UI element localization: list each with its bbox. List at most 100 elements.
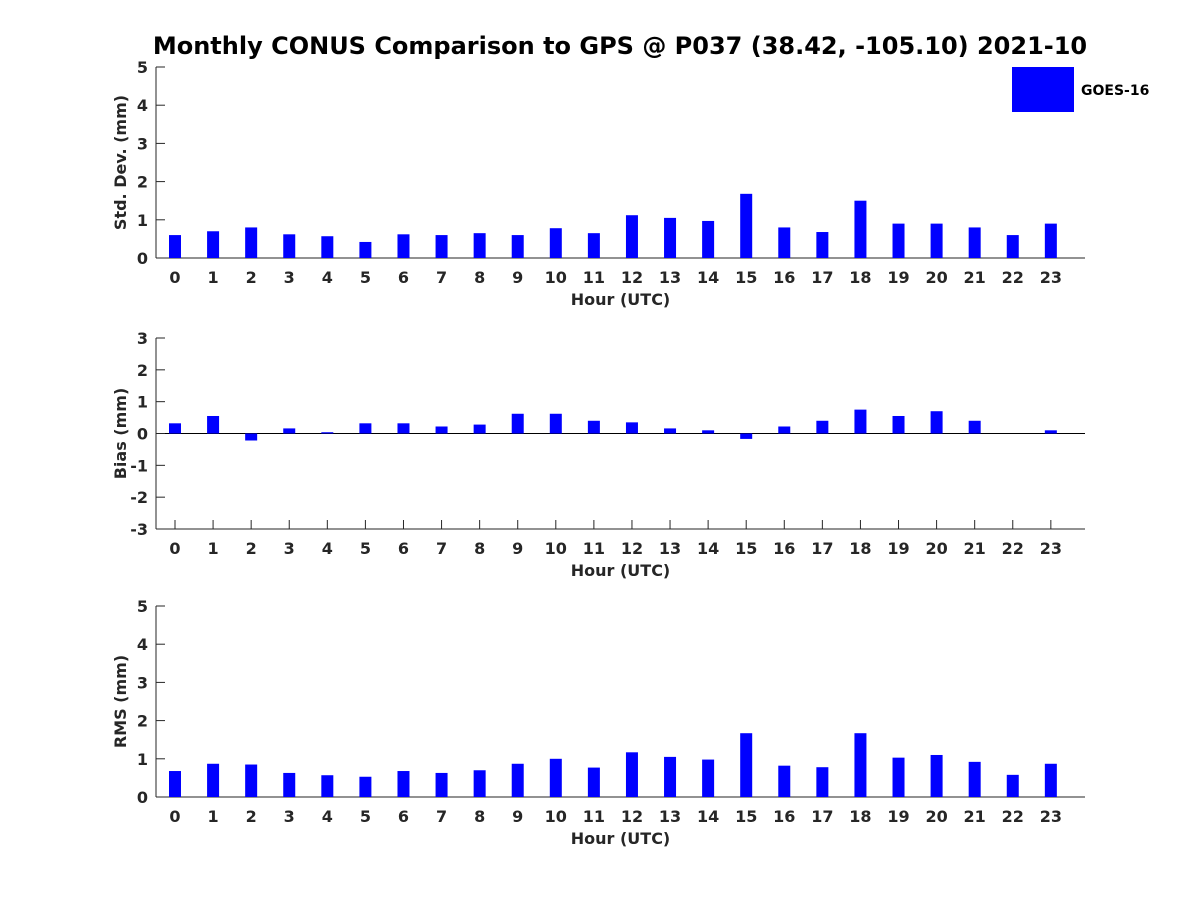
x-tick-label: 16 [773,807,795,826]
x-tick-label: 13 [659,539,681,558]
y-tick-label: 3 [137,329,148,348]
x-tick-label: 1 [208,539,219,558]
bar-hour-15 [740,433,753,439]
x-tick-label: 12 [621,268,643,287]
x-tick-label: 12 [621,539,643,558]
bar-hour-14 [702,430,715,434]
bar-hour-17 [816,420,829,434]
y-tick-label: 4 [137,635,148,654]
bar-hour-12 [625,422,638,434]
legend-label-goes-16: GOES-16 [1081,83,1149,99]
x-tick-label: 7 [436,268,447,287]
y-tick-label: 0 [137,249,148,268]
x-tick-label: 17 [811,807,833,826]
y-tick-label: 1 [137,211,148,230]
bar-hour-20 [930,223,943,258]
x-tick-label: 6 [398,539,409,558]
bar-hour-19 [892,415,905,434]
bar-hour-18 [854,733,867,797]
x-tick-label: 1 [208,268,219,287]
x-tick-label: 17 [811,268,833,287]
x-tick-label: 18 [849,807,871,826]
y-tick-label: 1 [137,750,148,769]
x-tick-label: 7 [436,807,447,826]
bar-hour-1 [207,415,220,434]
bar-hour-6 [397,234,410,258]
x-tick-label: 14 [697,268,719,287]
bar-hour-18 [854,409,867,434]
bar-hour-10 [549,413,562,434]
bar-hour-21 [968,227,981,258]
x-tick-label: 22 [1002,807,1024,826]
y-tick-label: 2 [137,361,148,380]
bar-hour-2 [245,764,258,797]
bar-hour-11 [587,767,600,797]
y-tick-label: 0 [137,425,148,444]
bar-hour-16 [778,227,791,258]
x-tick-label: 10 [545,807,567,826]
x-tick-label: 7 [436,539,447,558]
bar-hour-15 [740,193,753,258]
x-tick-label: 11 [583,539,605,558]
y-tick-label: 3 [137,134,148,153]
x-tick-label: 6 [398,268,409,287]
x-tick-label: 2 [246,539,257,558]
x-tick-label: 9 [512,268,523,287]
bar-hour-19 [892,223,905,258]
x-tick-label: 8 [474,268,485,287]
x-tick-label: 19 [887,268,909,287]
y-tick-label: 0 [137,788,148,807]
bar-hour-13 [664,428,677,434]
x-tick-label: 15 [735,807,757,826]
bar-hour-14 [702,759,715,797]
x-tick-label: 9 [512,539,523,558]
bar-hour-2 [245,227,258,258]
bar-hour-9 [511,235,524,258]
bar-hour-5 [359,423,372,434]
x-tick-label: 4 [322,807,333,826]
x-tick-label: 22 [1002,268,1024,287]
y-axis-label: RMS (mm) [111,655,130,748]
y-tick-label: -3 [130,520,148,539]
x-tick-label: 2 [246,807,257,826]
x-tick-label: 3 [284,539,295,558]
y-tick-label: 5 [137,597,148,616]
x-tick-label: 14 [697,539,719,558]
x-tick-label: 13 [659,807,681,826]
x-tick-label: 23 [1040,807,1062,826]
bar-hour-15 [740,733,753,797]
x-tick-label: 0 [169,807,180,826]
bar-hour-22 [1006,774,1019,797]
x-tick-label: 0 [169,539,180,558]
x-tick-label: 12 [621,807,643,826]
y-axis-label: Bias (mm) [111,388,130,480]
bar-hour-16 [778,765,791,797]
x-tick-label: 19 [887,539,909,558]
bar-hour-2 [245,433,258,441]
y-tick-label: -1 [130,456,148,475]
x-tick-label: 16 [773,539,795,558]
bar-hour-5 [359,776,372,797]
x-tick-label: 10 [545,268,567,287]
x-tick-label: 4 [322,539,333,558]
x-tick-label: 11 [583,268,605,287]
x-tick-label: 19 [887,807,909,826]
bar-hour-9 [511,763,524,797]
x-tick-label: 8 [474,807,485,826]
y-tick-label: 2 [137,712,148,731]
bar-hour-6 [397,423,410,434]
x-tick-label: 18 [849,268,871,287]
y-tick-label: 1 [137,393,148,412]
bar-hour-5 [359,241,372,258]
bar-hour-4 [321,775,334,797]
bar-hour-13 [664,756,677,797]
bar-hour-17 [816,767,829,797]
bar-hour-17 [816,232,829,258]
y-tick-label: 3 [137,673,148,692]
